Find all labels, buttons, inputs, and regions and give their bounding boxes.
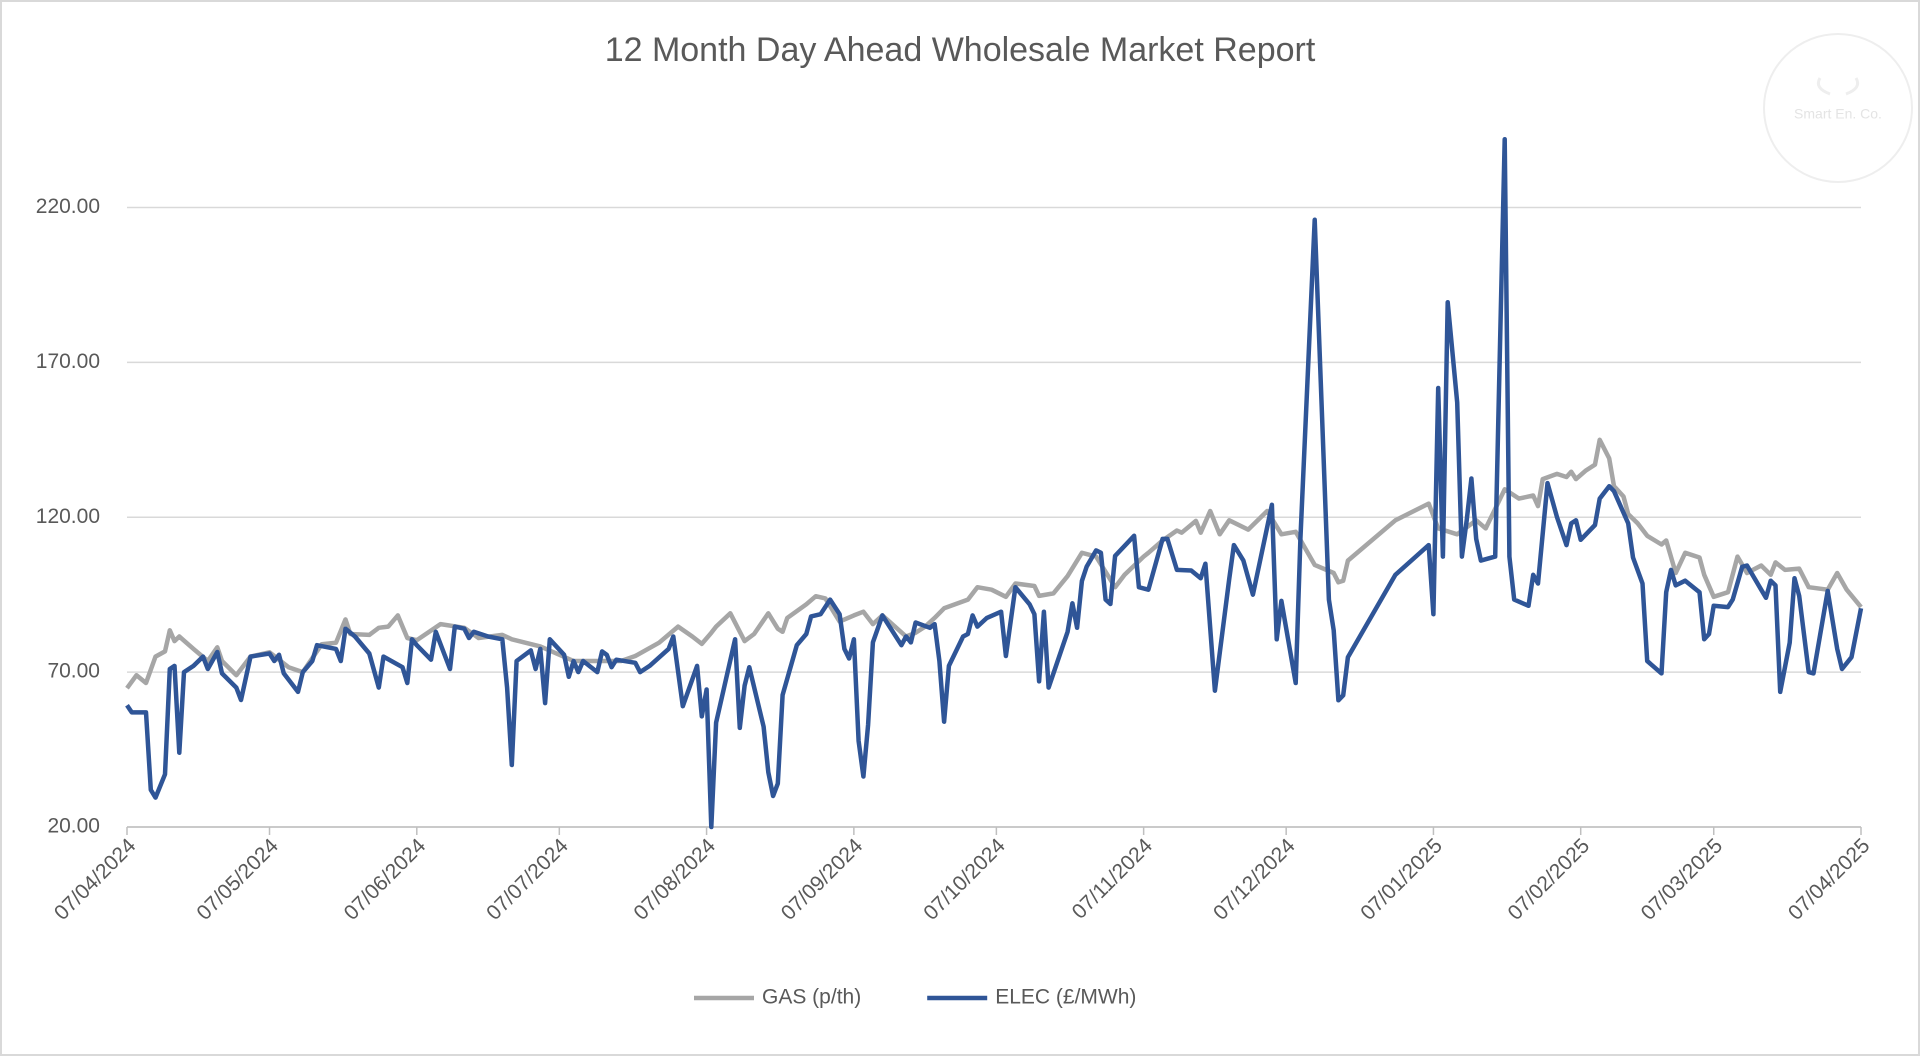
legend-label: ELEC (£/MWh): [995, 986, 1136, 1009]
y-tick-label: 220.00: [36, 195, 100, 218]
y-tick-label: 70.00: [47, 660, 100, 683]
chart-title: 12 Month Day Ahead Wholesale Market Repo…: [605, 31, 1316, 69]
series-line: [125, 437, 1863, 690]
series-line: [125, 137, 1864, 830]
watermark-circle: [1763, 33, 1913, 183]
y-tick-label: 170.00: [36, 350, 100, 373]
y-tick-label: 120.00: [36, 505, 100, 528]
legend-label: GAS (p/th): [762, 986, 861, 1009]
watermark-icon: [1816, 77, 1860, 96]
watermark: Smart En. Co.: [1794, 106, 1882, 122]
y-tick-label: 20.00: [47, 815, 100, 838]
